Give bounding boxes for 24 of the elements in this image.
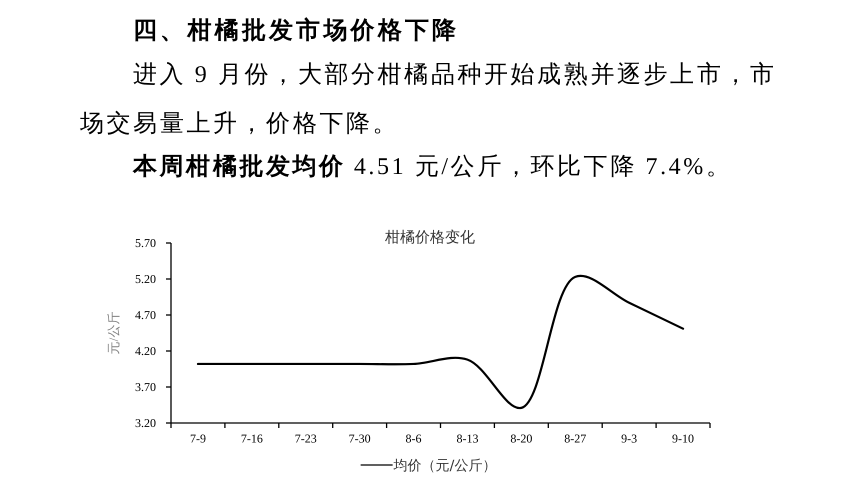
- y-tick-label: 4.20: [135, 344, 156, 358]
- text: 本周柑橘批发均价: [133, 154, 346, 180]
- x-tick-label: 8-6: [406, 432, 422, 446]
- text: 4.51 元/公斤，环比下降 7.4%。: [354, 154, 732, 180]
- text: 进入 9 月份，大部分柑橘品种开始成熟并逐步上市，市场交易量上升，价格下降。: [80, 62, 777, 137]
- x-tick-label: 7-23: [294, 432, 317, 446]
- y-tick-label: 5.70: [135, 236, 156, 250]
- y-tick-label: 4.70: [135, 308, 156, 322]
- x-tick-label: 7-9: [190, 432, 206, 446]
- y-tick-label: 5.20: [135, 272, 156, 286]
- x-tick-label: 9-10: [672, 432, 694, 446]
- chart-title: 柑橘价格变化: [384, 228, 475, 246]
- legend-label: 均价（元/公斤）: [392, 458, 496, 474]
- y-tick-label: 3.70: [135, 380, 156, 394]
- x-tick-label: 8-27: [564, 432, 586, 446]
- x-tick-label: 7-30: [348, 432, 371, 446]
- line-series: [196, 274, 684, 409]
- x-tick-label: 8-20: [510, 432, 532, 446]
- x-tick-label: 9-3: [621, 432, 638, 446]
- y-tick-label: 3.20: [135, 416, 156, 430]
- text: 四、柑橘批发市场价格下降: [133, 18, 460, 44]
- x-tick-label: 8-13: [456, 432, 478, 446]
- x-tick-label: 7-16: [240, 432, 263, 446]
- y-axis-title: 元/公斤: [106, 312, 121, 354]
